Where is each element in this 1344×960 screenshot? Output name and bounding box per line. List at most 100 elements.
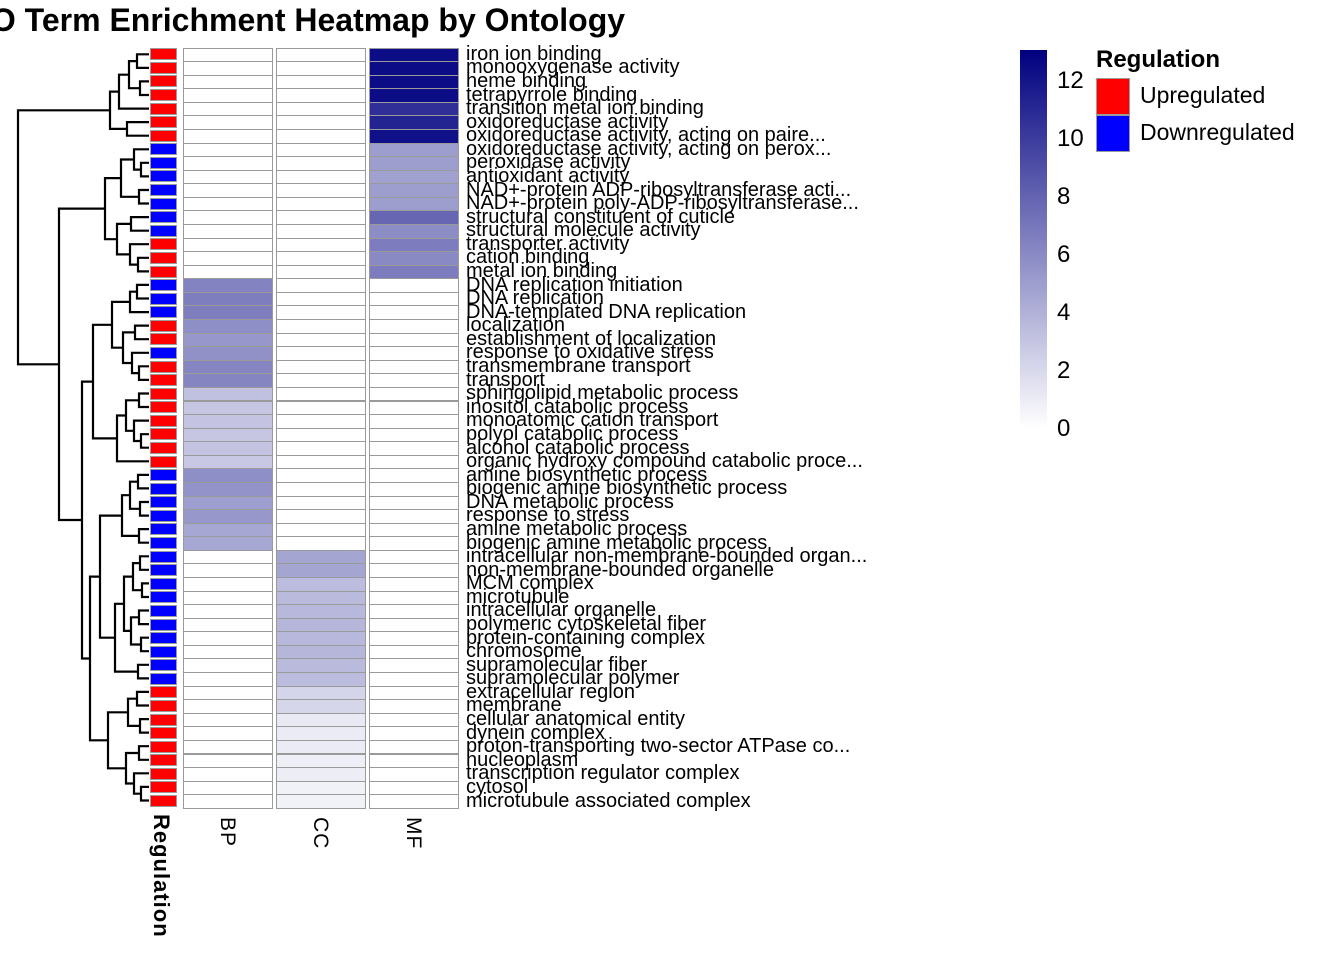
heatmap-cell [276, 590, 366, 606]
row-label: transporter activity [466, 232, 630, 255]
heatmap-cell [183, 61, 273, 76]
heatmap-cell [369, 549, 459, 565]
row-label: dynein complex [466, 721, 605, 744]
dendrogram-branch [138, 718, 149, 734]
regulation-annotation-cell [150, 292, 177, 305]
regulation-annotation-cell [150, 387, 177, 400]
row-label: cation binding [466, 246, 590, 269]
dendrogram-branch [91, 323, 117, 440]
heatmap-cell [369, 224, 459, 239]
regulation-annotation-cell [150, 306, 177, 319]
heatmap-cell [276, 631, 366, 646]
heatmap-cell [276, 427, 366, 443]
heatmap-cell [183, 685, 273, 701]
heatmap-cell [369, 739, 459, 755]
heatmap-cell [183, 373, 273, 388]
heatmap-cell [183, 644, 273, 660]
regulation-annotation-cell [150, 48, 177, 61]
heatmap-cell [276, 685, 366, 701]
heatmap-cell [369, 780, 459, 796]
heatmap-cell [276, 414, 366, 429]
heatmap-cell [276, 346, 366, 361]
regulation-annotation-cell [150, 251, 177, 264]
heatmap-cell [183, 495, 273, 511]
regulation-annotation-cell [150, 659, 177, 672]
heatmap-cell [183, 156, 273, 171]
row-label: intracellular organelle [466, 599, 657, 622]
heatmap-cell [276, 305, 366, 321]
regulation-annotation-cell [150, 360, 177, 373]
row-label: cytosol [466, 775, 529, 798]
row-label: chromosome [466, 640, 582, 663]
dendrogram-branch [110, 300, 130, 349]
row-label: microtubule associated complex [466, 789, 751, 812]
color-scale-bar [1020, 50, 1047, 428]
dendrogram-branch [138, 555, 149, 571]
heatmap-cell [369, 400, 459, 416]
dendrogram-branch [124, 751, 139, 785]
dendrogram-branch [126, 697, 140, 727]
heatmap-cell [369, 658, 459, 674]
heatmap-cell [369, 617, 459, 633]
heatmap-cell [369, 536, 459, 551]
heatmap-cell [369, 305, 459, 321]
heatmap-cell [276, 210, 366, 225]
regulation-annotation-cell [150, 523, 177, 536]
heatmap-cell [276, 196, 366, 212]
row-label: structural constituent of cuticle [466, 205, 736, 228]
heatmap-cell [276, 237, 366, 253]
heatmap-cell [369, 196, 459, 212]
heatmap-cell [183, 210, 273, 225]
dendrogram-branch [135, 283, 149, 300]
dendrogram-branch [137, 392, 149, 409]
column-label-cc: CC [309, 817, 332, 850]
heatmap-cell [183, 332, 273, 348]
regulation-annotation-cell [150, 645, 177, 658]
heatmap-cell [369, 88, 459, 103]
heatmap-cell [276, 780, 366, 796]
heatmap-cell [183, 101, 273, 117]
heatmap-cell [276, 88, 366, 103]
heatmap-cell [369, 481, 459, 497]
heatmap-cell [183, 699, 273, 714]
dendrogram-branch [138, 80, 149, 97]
heatmap-cell [183, 305, 273, 321]
heatmap-cell [276, 441, 366, 456]
regulation-annotation-cell [150, 713, 177, 726]
dendrogram-branch [129, 216, 149, 232]
color-scale-tick-label: 6 [1057, 241, 1071, 268]
color-scale-tick-label: 12 [1057, 67, 1084, 94]
row-label: transcription regulator complex [466, 762, 740, 785]
row-label: antioxidant activity [466, 164, 630, 187]
row-label: intracellular non-membrane-bounded organ… [466, 545, 868, 568]
heatmap-cell [369, 183, 459, 198]
heatmap-cell [183, 47, 273, 63]
heatmap-cell [369, 332, 459, 348]
row-label: DNA metabolic process [466, 490, 674, 513]
regulation-annotation-cell [150, 279, 177, 292]
heatmap-cell [369, 699, 459, 714]
heatmap-cell [183, 522, 273, 538]
dendrogram-branch [137, 609, 149, 626]
dendrogram-branch [117, 73, 149, 110]
heatmap-cell [369, 590, 459, 606]
regulation-annotation-cell [150, 346, 177, 359]
heatmap-cell [276, 794, 366, 809]
heatmap-cell [369, 237, 459, 253]
heatmap-cell [276, 522, 366, 538]
row-label: oxidoreductase activity, acting on perox… [466, 137, 832, 160]
heatmap-cell [276, 400, 366, 416]
dendrogram-branch [121, 331, 135, 365]
row-label: alcohol catabolic process [466, 436, 690, 459]
heatmap-cell [369, 128, 459, 144]
heatmap-cell [276, 563, 366, 578]
heatmap-cell [369, 509, 459, 524]
regulation-annotation-cell [150, 469, 177, 482]
row-label: DNA replication [466, 287, 604, 310]
heatmap-cell [369, 726, 459, 741]
heatmap-cell [276, 468, 366, 483]
dendrogram-branch [136, 473, 149, 490]
heatmap-cell [276, 61, 366, 76]
row-label: metal ion binding [466, 260, 618, 283]
